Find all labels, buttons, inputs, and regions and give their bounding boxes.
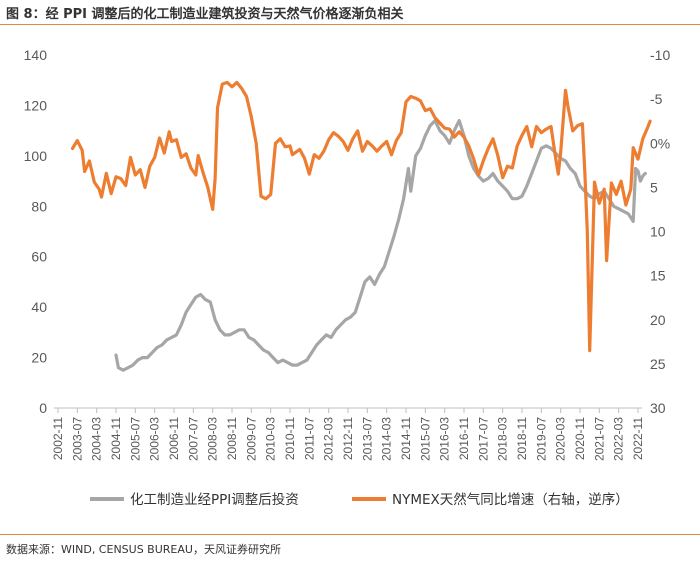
source-divider bbox=[0, 534, 700, 535]
y-left-tick-label: 140 bbox=[24, 47, 48, 63]
x-tick-label: 2014-03 bbox=[380, 417, 394, 461]
y-left-tick-label: 60 bbox=[31, 249, 47, 265]
x-tick-label: 2003-07 bbox=[70, 417, 84, 461]
y-left-tick-label: 20 bbox=[31, 350, 47, 366]
chart-title: 图 8：经 PPI 调整后的化工制造业建筑投资与天然气价格逐渐负相关 bbox=[6, 7, 404, 22]
y-left-tick-label: 80 bbox=[31, 198, 47, 214]
y-left-tick-label: 0 bbox=[39, 400, 47, 416]
series-layer bbox=[70, 80, 652, 372]
legend: 化工制造业经PPI调整后投资 NYMEX天然气同比增速（右轴，逆序） bbox=[90, 491, 629, 508]
source-note: 数据来源：WIND, CENSUS BUREAU，天风证券研究所 bbox=[6, 543, 281, 556]
series-line-investment bbox=[114, 118, 647, 372]
dual-axis-line-chart: 0 20 40 60 80 100 120 140 -10 -5 0% 5 10 15 20 25 30 20… bbox=[24, 47, 671, 508]
y-left-tick-label: 100 bbox=[24, 148, 48, 164]
x-tick-label: 2010-03 bbox=[264, 417, 278, 461]
x-tick-label: 2017-07 bbox=[476, 417, 490, 461]
x-tick-label: 2010-11 bbox=[283, 417, 297, 460]
x-tick-label: 2008-11 bbox=[225, 417, 239, 460]
x-tick-label: 2011-07 bbox=[302, 417, 316, 460]
y-left-tick-label: 120 bbox=[24, 97, 48, 113]
right-y-axis-ticks: -10 -5 0% 5 10 15 20 25 30 bbox=[650, 47, 670, 416]
x-tick-label: 2014-11 bbox=[399, 417, 413, 460]
x-tick-label: 2018-11 bbox=[515, 417, 529, 460]
legend-label-gas: NYMEX天然气同比增速（右轴，逆序） bbox=[392, 491, 629, 508]
title-divider bbox=[0, 24, 700, 25]
x-tick-label: 2022-03 bbox=[612, 417, 626, 461]
y-right-tick-label: 10 bbox=[650, 224, 666, 240]
x-tick-label: 2008-03 bbox=[206, 417, 220, 461]
y-right-tick-label: 15 bbox=[650, 268, 666, 284]
y-right-tick-label: -5 bbox=[650, 91, 663, 107]
x-tick-label: 2013-07 bbox=[360, 417, 374, 461]
x-tick-label: 2006-11 bbox=[167, 417, 181, 460]
x-tick-label: 2007-07 bbox=[186, 417, 200, 461]
x-tick-label: 2002-11 bbox=[51, 417, 65, 460]
x-tick-label: 2020-11 bbox=[573, 417, 587, 460]
series-line-natural-gas bbox=[70, 80, 652, 353]
x-tick-label: 2018-03 bbox=[496, 417, 510, 461]
x-tick-label: 2012-03 bbox=[322, 417, 336, 461]
x-tick-label: 2009-07 bbox=[244, 417, 258, 461]
left-y-axis-ticks: 0 20 40 60 80 100 120 140 bbox=[24, 47, 48, 416]
x-tick-label: 2006-03 bbox=[148, 417, 162, 461]
y-right-tick-label: 5 bbox=[650, 179, 658, 195]
x-tick-label: 2016-03 bbox=[438, 417, 452, 461]
x-tick-label: 2005-07 bbox=[128, 417, 142, 461]
x-axis-ticks: 2002-11 2003-07 2004-03 2004-11 2005-07 2006-… bbox=[51, 408, 645, 461]
x-tick-label: 2004-03 bbox=[90, 417, 104, 461]
y-right-tick-label: 20 bbox=[650, 312, 666, 328]
x-tick-label: 2022-11 bbox=[631, 417, 645, 460]
y-right-tick-label: 0% bbox=[650, 135, 670, 151]
x-tick-label: 2012-11 bbox=[341, 417, 355, 460]
y-right-tick-label: -10 bbox=[650, 47, 670, 63]
x-tick-label: 2004-11 bbox=[109, 417, 123, 460]
x-tick-label: 2020-03 bbox=[554, 417, 568, 461]
y-left-tick-label: 40 bbox=[31, 299, 47, 315]
x-tick-label: 2016-11 bbox=[457, 417, 471, 460]
y-right-tick-label: 25 bbox=[650, 356, 666, 372]
x-tick-label: 2019-07 bbox=[534, 417, 548, 461]
legend-label-investment: 化工制造业经PPI调整后投资 bbox=[130, 492, 299, 508]
y-right-tick-label: 30 bbox=[650, 400, 666, 416]
x-tick-label: 2021-07 bbox=[592, 417, 606, 461]
x-tick-label: 2015-07 bbox=[418, 417, 432, 461]
